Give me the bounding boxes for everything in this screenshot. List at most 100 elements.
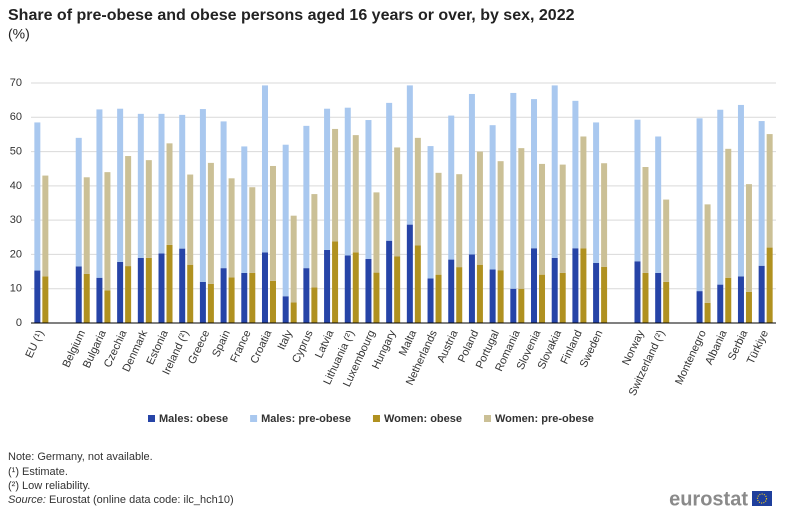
bar-segment	[75, 137, 82, 267]
bar-segment	[261, 252, 268, 323]
bar-segment	[199, 109, 206, 282]
bar-segment	[282, 296, 289, 323]
y-tick-label: 40	[10, 180, 22, 192]
bar-segment	[663, 281, 670, 323]
bar-segment	[593, 122, 600, 263]
bar-segment	[758, 265, 765, 323]
y-tick-label: 0	[16, 317, 22, 329]
bar-segment	[303, 268, 310, 323]
note: (²) Low reliability.	[8, 480, 90, 492]
y-tick-label: 20	[10, 248, 22, 260]
bar-segment	[725, 277, 732, 323]
bar-segment	[303, 125, 310, 269]
bar-segment	[290, 215, 297, 303]
bar-segment	[725, 148, 732, 278]
bar-segment	[179, 248, 186, 323]
bar-segment	[489, 125, 496, 270]
bar-segment	[96, 109, 103, 278]
legend-label: Women: obese	[384, 413, 462, 425]
bar-segment	[145, 257, 152, 323]
bar-segment	[344, 255, 351, 323]
bar-segment	[324, 249, 331, 323]
source-label: Source:	[8, 494, 46, 506]
bar-segment	[745, 184, 752, 292]
chart-subtitle: (%)	[8, 26, 30, 42]
bar-segment	[427, 146, 434, 279]
bar-segment	[228, 277, 235, 323]
bar-segment	[766, 247, 773, 323]
bar-segment	[373, 192, 380, 273]
x-tick-label: Malta	[397, 328, 420, 358]
x-tick-label: Italy	[276, 328, 296, 352]
legend-label: Women: pre-obese	[495, 413, 594, 425]
bar-segment	[249, 272, 256, 323]
bar-segment	[117, 108, 124, 262]
bar-segment	[468, 93, 475, 255]
bar-segment	[414, 137, 421, 246]
bar-segment	[663, 199, 670, 282]
bar-segment	[539, 163, 546, 275]
bar-segment	[559, 272, 566, 323]
bar-segment	[394, 256, 401, 323]
bar-segment	[332, 128, 339, 242]
bar-segment	[696, 118, 703, 292]
legend-label: Males: pre-obese	[261, 413, 351, 425]
bar-segment	[83, 177, 90, 274]
bar-segment	[269, 280, 276, 323]
bar-segment	[311, 194, 318, 288]
bar-segment	[634, 119, 641, 262]
bar-segment	[406, 224, 413, 323]
bar-segment	[282, 144, 289, 297]
bar-segment	[476, 264, 483, 323]
bar-segment	[324, 108, 331, 250]
bar-segment	[104, 290, 111, 323]
bar-segment	[696, 291, 703, 323]
legend-swatch	[372, 415, 380, 422]
bar-segment	[290, 302, 297, 323]
bar-segment	[158, 253, 165, 323]
bar-segment	[158, 113, 165, 254]
bar-segment	[448, 115, 455, 260]
bar-segment	[572, 248, 579, 323]
x-tick-label: Montenegro	[673, 328, 709, 386]
bar-segment	[427, 278, 434, 323]
chart-title: Share of pre-obese and obese persons age…	[8, 7, 575, 24]
bar-segment	[448, 259, 455, 323]
bar-segment	[261, 85, 268, 253]
bar-segment	[125, 156, 132, 267]
y-tick-label: 30	[10, 214, 22, 226]
bar-segment	[510, 288, 517, 323]
bar-segment	[601, 163, 608, 267]
note: Note: Germany, not available.	[8, 451, 153, 463]
bar-segment	[75, 266, 82, 323]
bar-segment	[241, 146, 248, 273]
bar-segment	[435, 274, 442, 323]
bar-segment	[42, 276, 49, 323]
bar-segment	[717, 109, 724, 285]
bar-segment	[365, 258, 372, 323]
bar-segment	[125, 266, 132, 323]
bar-segment	[352, 135, 359, 253]
bar-segment	[642, 272, 649, 323]
bar-segment	[394, 147, 401, 257]
bar-segment	[518, 288, 525, 323]
bar-segment	[96, 277, 103, 323]
bar-segment	[414, 245, 421, 323]
bar-segment	[104, 172, 111, 291]
bar-segment	[228, 178, 235, 278]
legend-label: Males: obese	[159, 413, 228, 425]
bar-segment	[344, 107, 351, 256]
bar-segment	[634, 261, 641, 323]
bar-segment	[352, 252, 359, 323]
bar-segment	[766, 134, 773, 248]
y-tick-label: 50	[10, 145, 22, 157]
bar-segment	[497, 270, 504, 323]
bar-segment	[249, 187, 256, 273]
bar-segment	[34, 122, 41, 271]
bar-segment	[737, 276, 744, 323]
bar-segment	[406, 85, 413, 225]
bar-segment	[187, 174, 194, 265]
bar-segment	[34, 270, 41, 323]
bar-segment	[373, 272, 380, 323]
bar-segment	[717, 284, 724, 323]
